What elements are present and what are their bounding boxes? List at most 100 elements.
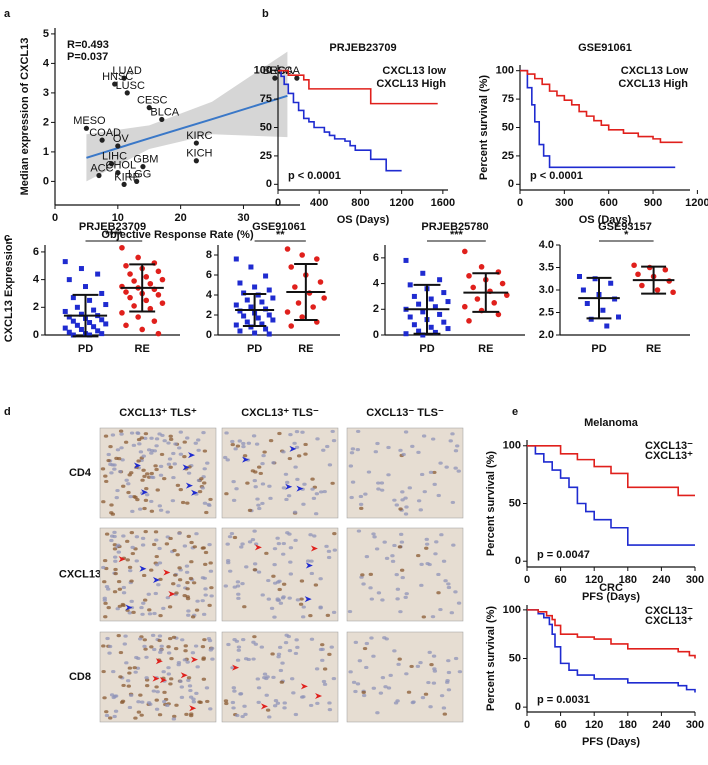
cell xyxy=(260,482,266,486)
cell xyxy=(136,656,141,661)
cell xyxy=(108,462,113,466)
cell xyxy=(207,639,213,643)
cell xyxy=(230,442,235,447)
cell xyxy=(386,445,391,450)
cell xyxy=(144,684,150,688)
point xyxy=(577,274,582,279)
cell xyxy=(446,582,451,586)
arrowhead xyxy=(159,677,167,684)
cell xyxy=(397,545,403,549)
x-tick-label: 0 xyxy=(517,197,523,209)
point xyxy=(96,172,102,179)
cell xyxy=(168,434,173,438)
cell xyxy=(199,477,204,481)
cell xyxy=(124,661,129,665)
point xyxy=(252,330,258,336)
cell xyxy=(105,636,110,641)
point xyxy=(462,248,468,255)
cell xyxy=(159,452,165,457)
cell xyxy=(315,437,320,441)
point xyxy=(416,328,422,334)
cell xyxy=(421,434,427,438)
cell xyxy=(101,669,106,674)
cell xyxy=(355,429,361,434)
chart-title: GSE91061 xyxy=(578,42,632,54)
point xyxy=(143,297,150,304)
cell xyxy=(136,700,141,704)
cell xyxy=(136,459,141,463)
cell xyxy=(277,587,282,592)
cell xyxy=(121,534,126,538)
cell xyxy=(154,554,159,559)
cell xyxy=(398,532,404,536)
annotation: p = 0.0047 xyxy=(537,549,590,561)
cell xyxy=(404,672,409,676)
point xyxy=(127,271,133,277)
cell xyxy=(309,571,315,576)
cell xyxy=(420,696,426,700)
cell xyxy=(326,549,332,553)
y-tick-label: 4 xyxy=(43,57,50,69)
cell xyxy=(191,581,197,585)
cell xyxy=(157,504,163,508)
arrowhead xyxy=(190,656,198,663)
cell xyxy=(174,703,179,707)
cell xyxy=(167,457,173,461)
cell xyxy=(308,533,313,537)
cell xyxy=(241,441,246,446)
y-tick-label: 3.5 xyxy=(539,261,554,273)
point xyxy=(131,303,137,309)
cell xyxy=(152,647,157,652)
point xyxy=(83,284,88,290)
point xyxy=(131,278,137,284)
cell xyxy=(436,572,441,577)
cell xyxy=(453,449,459,453)
cell xyxy=(457,670,463,674)
cell xyxy=(185,587,190,591)
cell xyxy=(153,530,159,534)
x-axis-label: OS (Days) xyxy=(337,214,390,226)
cell xyxy=(157,561,163,565)
arrowhead xyxy=(152,577,160,584)
cell xyxy=(256,686,262,690)
cell xyxy=(183,644,188,648)
point-label: KIRC xyxy=(186,130,212,142)
cell xyxy=(240,637,246,642)
cell xyxy=(178,488,183,492)
significance-label: ** xyxy=(276,229,285,241)
point xyxy=(139,326,145,333)
cell xyxy=(179,685,184,689)
cell xyxy=(313,583,319,587)
cell xyxy=(140,543,146,547)
cell xyxy=(113,555,118,559)
point xyxy=(112,81,118,87)
cell xyxy=(285,531,290,535)
x-tick-label: 10 xyxy=(112,212,124,224)
cell xyxy=(182,544,188,548)
cell xyxy=(118,675,123,679)
point xyxy=(266,287,272,293)
cell xyxy=(121,683,126,688)
cell xyxy=(231,498,237,502)
cell xyxy=(208,569,214,573)
cell xyxy=(131,443,137,447)
survival-curve xyxy=(527,444,695,497)
cell xyxy=(134,535,140,539)
annotation: p = 0.0031 xyxy=(537,694,590,706)
cell xyxy=(382,540,387,544)
cell xyxy=(376,591,382,595)
cell xyxy=(105,587,111,591)
cell xyxy=(112,530,117,534)
cell xyxy=(330,481,335,485)
y-tick-label: 2 xyxy=(43,116,49,128)
cell xyxy=(200,599,205,603)
cell xyxy=(272,615,277,619)
cell xyxy=(115,488,120,493)
cell xyxy=(157,546,162,551)
cell xyxy=(117,604,123,608)
cell xyxy=(260,501,265,506)
cell xyxy=(293,465,298,469)
cell xyxy=(356,529,362,533)
cell xyxy=(197,490,203,494)
cell xyxy=(392,649,397,653)
